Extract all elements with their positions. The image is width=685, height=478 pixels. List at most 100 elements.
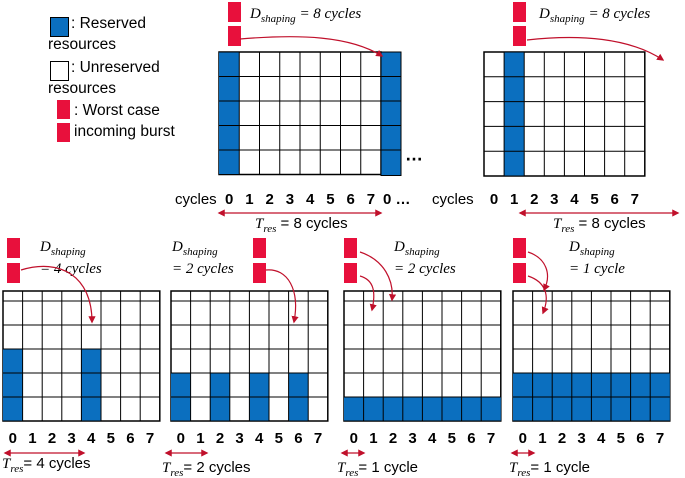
tick-label: 0 bbox=[519, 430, 527, 447]
reserved-cell bbox=[288, 373, 309, 397]
tick-label: 7 bbox=[656, 430, 664, 447]
reserved-cell bbox=[219, 101, 240, 126]
panel-p3: Dshaping = 4 cycles 0 1 2 3 4 5 6 7 Tres= 4 cycles bbox=[2, 238, 161, 475]
reserved-cell bbox=[219, 52, 240, 77]
reserved-cell bbox=[363, 397, 384, 421]
tick-label: 5 bbox=[107, 430, 115, 447]
reserved-cell bbox=[532, 373, 553, 397]
reserved-cell bbox=[249, 373, 269, 397]
burst-block bbox=[513, 26, 526, 46]
reserved-cell bbox=[552, 397, 572, 421]
tick-label: 4 bbox=[570, 191, 579, 208]
legend-burst-label: : Worst case bbox=[74, 102, 160, 119]
tick-label: 5 bbox=[617, 430, 625, 447]
burst-block bbox=[7, 263, 20, 283]
reserved-cell bbox=[650, 397, 670, 421]
reserved-cell bbox=[219, 125, 240, 150]
reserved-cell bbox=[461, 397, 482, 421]
tick-label: 2 bbox=[389, 430, 397, 447]
reserved-cell bbox=[532, 397, 553, 421]
tick-label: 5 bbox=[448, 430, 456, 447]
tick-label: 3 bbox=[550, 191, 558, 208]
t-res-label: Tres= 4 cycles bbox=[2, 455, 91, 475]
tick-label: 5 bbox=[590, 191, 598, 208]
panel-p2: Dshaping = 8 cycles 0 1 2 3 4 5 6 7 cycles Tres = … bbox=[432, 2, 680, 235]
reserved-cell bbox=[591, 397, 611, 421]
reserved-cell bbox=[504, 151, 525, 176]
tick-label: 5 bbox=[275, 430, 283, 447]
reserved-cell bbox=[513, 397, 533, 421]
reserved-cell bbox=[611, 373, 631, 397]
reserved-cell bbox=[422, 397, 442, 421]
tick-label: 1 bbox=[538, 430, 546, 447]
tick-ellipsis: 0 … bbox=[383, 191, 411, 208]
burst-block bbox=[7, 238, 20, 258]
d-shaping-value: = 4 cycles bbox=[40, 261, 102, 277]
ellipsis-right: … bbox=[405, 145, 423, 165]
reserved-cell bbox=[344, 397, 364, 421]
d-shaping-label: Dshaping = 8 cycles bbox=[538, 6, 650, 25]
tick-label: 3 bbox=[235, 430, 243, 447]
reserved-cell bbox=[81, 349, 101, 373]
burst-block bbox=[513, 263, 526, 283]
reserved-cell bbox=[210, 397, 230, 421]
reserved-cell bbox=[171, 397, 191, 421]
tick-label: 0 bbox=[177, 430, 185, 447]
tick-label: 2 bbox=[216, 430, 224, 447]
burst-block bbox=[253, 238, 266, 258]
reserved-cell bbox=[81, 373, 101, 397]
reserved-cell bbox=[650, 373, 670, 397]
tick-label: 1 bbox=[510, 191, 518, 208]
panel-p5: Dshaping = 2 cycles 0 1 2 3 4 5 6 7 Tres= 1 cycle bbox=[337, 238, 502, 478]
reserved-cell bbox=[504, 52, 525, 77]
tick-label: 0 bbox=[350, 430, 358, 447]
burst-block bbox=[253, 263, 266, 283]
panel-p4: Dshaping = 2 cycles 0 1 2 3 4 5 6 7 Tres= 2 cycles bbox=[162, 238, 329, 478]
t-res-label: Tres= 1 cycle bbox=[509, 459, 590, 478]
legend-burst-swatch-top bbox=[57, 100, 70, 119]
d-shaping-label: Dshaping bbox=[393, 239, 440, 258]
reserved-cell bbox=[402, 397, 423, 421]
tick-label: 4 bbox=[306, 191, 315, 208]
d-shaping-value: = 1 cycle bbox=[569, 261, 625, 277]
legend-burst-swatch-bottom bbox=[57, 123, 70, 142]
reserved-cell bbox=[3, 397, 23, 421]
tick-label: 7 bbox=[146, 430, 154, 447]
reserved-cell bbox=[171, 373, 191, 397]
reserved-cell bbox=[383, 397, 403, 421]
reserved-cell bbox=[81, 397, 101, 421]
tick-label: 5 bbox=[326, 191, 334, 208]
tick-label: 7 bbox=[314, 430, 322, 447]
tick-label: 3 bbox=[67, 430, 75, 447]
reserved-cell bbox=[504, 76, 525, 102]
reserved-cell bbox=[3, 373, 23, 397]
tick-label: 6 bbox=[467, 430, 475, 447]
tick-label: 3 bbox=[577, 430, 585, 447]
reserved-cell bbox=[504, 126, 525, 152]
t-res-label: Tres= 1 cycle bbox=[337, 459, 418, 478]
burst-arrow bbox=[527, 275, 549, 315]
d-shaping-label: Dshaping bbox=[568, 239, 615, 258]
tick-label: 7 bbox=[487, 430, 495, 447]
reserved-cell bbox=[630, 397, 651, 421]
d-shaping-label: Dshaping = 8 cycles bbox=[249, 6, 361, 25]
tick-label: 2 bbox=[530, 191, 538, 208]
burst-block bbox=[228, 26, 241, 46]
d-shaping-value: = 2 cycles bbox=[394, 261, 456, 277]
legend-reserved-label-2: resources bbox=[48, 36, 117, 53]
reserved-cell bbox=[611, 397, 631, 421]
legend-unreserved-swatch bbox=[50, 61, 69, 81]
burst-arrow bbox=[359, 275, 377, 312]
reserved-cell bbox=[591, 373, 611, 397]
reserved-cell bbox=[571, 397, 592, 421]
cycles-label: cycles bbox=[432, 191, 474, 208]
tick-label: 3 bbox=[286, 191, 294, 208]
burst-arrow bbox=[265, 269, 299, 324]
d-shaping-value: = 2 cycles bbox=[172, 261, 234, 277]
tick-label: 4 bbox=[428, 430, 437, 447]
reserved-cell bbox=[249, 397, 269, 421]
legend-burst-label-2: incoming burst bbox=[74, 123, 175, 140]
reserved-cell bbox=[513, 373, 533, 397]
reserved-cell bbox=[571, 373, 592, 397]
